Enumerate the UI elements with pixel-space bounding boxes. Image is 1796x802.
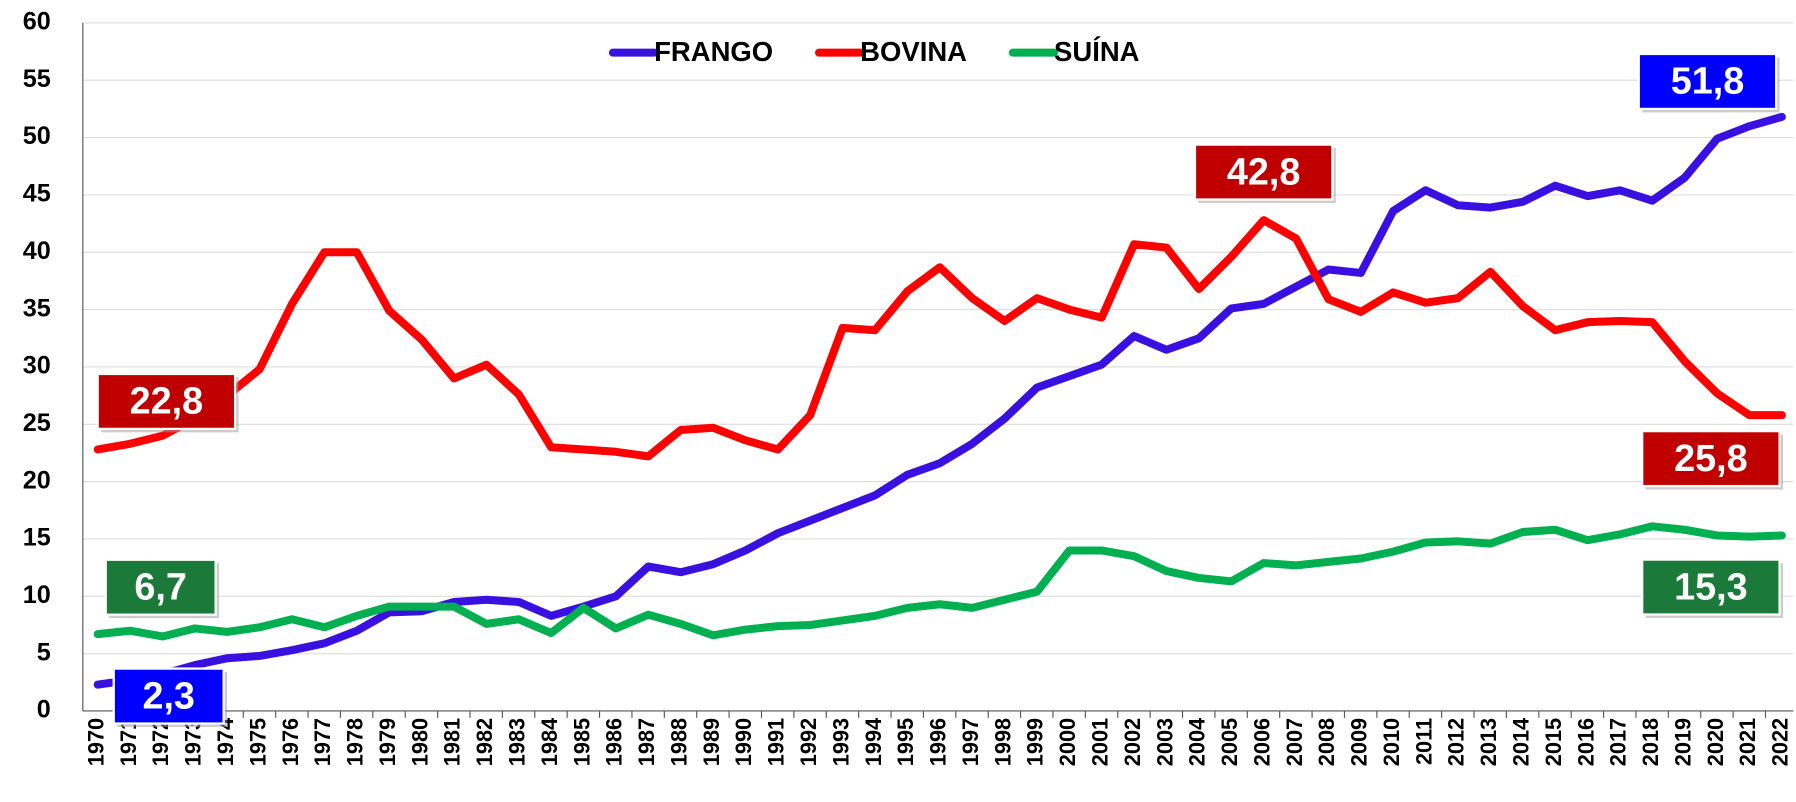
x-tick-label: 2010 xyxy=(1379,718,1404,766)
x-tick-label: 2011 xyxy=(1411,718,1436,765)
x-tick-label: 1998 xyxy=(990,718,1015,766)
x-tick-label: 1996 xyxy=(926,718,951,766)
x-tick-label: 2022 xyxy=(1768,718,1793,766)
y-tick-label: 60 xyxy=(23,8,51,36)
x-tick-label: 2021 xyxy=(1735,718,1760,766)
value-label-text: 15,3 xyxy=(1674,566,1748,608)
x-tick-label: 2004 xyxy=(1185,718,1210,766)
x-tick-label: 2006 xyxy=(1249,718,1274,766)
y-tick-label: 45 xyxy=(23,180,51,208)
value-label-box xyxy=(1641,429,1781,488)
x-tick-label: 1977 xyxy=(310,718,335,766)
x-tick-label: 2012 xyxy=(1444,718,1469,766)
x-tick-label: 1986 xyxy=(602,718,627,766)
value-label: 51,8 xyxy=(1637,52,1780,113)
value-label-box xyxy=(1641,558,1781,616)
y-tick-label: 35 xyxy=(23,294,51,322)
y-tick-label: 20 xyxy=(23,466,51,494)
x-tick-label: 1983 xyxy=(504,718,529,766)
x-tick-label: 1999 xyxy=(1023,718,1048,766)
x-tick-label: 2020 xyxy=(1703,718,1728,766)
x-tick-label: 1990 xyxy=(731,718,756,766)
value-label-text: 51,8 xyxy=(1671,61,1745,103)
value-label-text: 22,8 xyxy=(130,381,204,423)
x-tick-label: 2005 xyxy=(1217,718,1242,766)
value-label-text: 2,3 xyxy=(142,675,195,717)
x-tick-label: 2014 xyxy=(1509,718,1534,766)
x-tick-label: 2018 xyxy=(1638,718,1663,766)
x-tick-label: 1987 xyxy=(634,718,659,766)
x-tick-label: 1985 xyxy=(569,718,594,766)
x-tick-label: 2001 xyxy=(1087,718,1112,766)
value-label-box xyxy=(96,372,237,431)
value-label-box xyxy=(1193,143,1334,201)
x-tick-label: 1982 xyxy=(472,718,497,766)
y-tick-label: 0 xyxy=(37,696,51,724)
x-tick-label: 2013 xyxy=(1476,718,1501,766)
series-line xyxy=(93,112,1786,689)
x-tick-label: 2007 xyxy=(1282,718,1307,766)
x-tick-label: 1975 xyxy=(245,718,270,766)
x-tick-label: 1988 xyxy=(666,718,691,766)
x-tick-label: 1992 xyxy=(796,718,821,766)
y-tick-label: 40 xyxy=(23,237,51,265)
value-label: 25,8 xyxy=(1641,429,1784,490)
y-tick-label: 50 xyxy=(23,122,51,150)
x-tick-label: 2016 xyxy=(1573,718,1598,766)
legend-label: SUÍNA xyxy=(1054,36,1140,67)
x-tick-label: 1997 xyxy=(958,718,983,766)
series-line xyxy=(93,522,1786,641)
value-label: 42,8 xyxy=(1193,143,1336,203)
y-tick-label: 25 xyxy=(23,409,51,437)
y-tick-label: 10 xyxy=(23,581,51,609)
value-label-box xyxy=(104,558,217,616)
value-label: 22,8 xyxy=(96,372,239,433)
value-label: 6,7 xyxy=(104,558,220,619)
x-tick-label: 1980 xyxy=(407,718,432,766)
value-label-box xyxy=(1637,52,1778,111)
series-line xyxy=(93,216,1786,461)
legend-label: BOVINA xyxy=(860,36,967,67)
value-label-box xyxy=(112,667,225,725)
x-tick-label: 2019 xyxy=(1670,718,1695,766)
value-label: 2,3 xyxy=(112,667,228,727)
value-label: 15,3 xyxy=(1641,558,1784,618)
x-tick-label: 1976 xyxy=(278,718,303,766)
x-tick-label: 2000 xyxy=(1055,718,1080,766)
value-label-text: 42,8 xyxy=(1227,151,1301,193)
x-tick-label: 1995 xyxy=(893,718,918,766)
x-tick-label: 2003 xyxy=(1152,718,1177,766)
x-tick-label: 1994 xyxy=(861,718,886,766)
x-tick-label: 2002 xyxy=(1120,718,1145,766)
x-tick-label: 1984 xyxy=(537,718,562,766)
value-label-text: 25,8 xyxy=(1674,438,1748,480)
value-label-text: 6,7 xyxy=(134,566,187,608)
x-tick-label: 1978 xyxy=(343,718,368,766)
y-tick-label: 30 xyxy=(23,352,51,380)
y-tick-label: 55 xyxy=(23,65,51,93)
x-tick-label: 2015 xyxy=(1541,718,1566,766)
x-tick-label: 1993 xyxy=(828,718,853,766)
y-tick-label: 15 xyxy=(23,524,51,552)
x-tick-label: 1979 xyxy=(375,718,400,766)
x-tick-label: 1970 xyxy=(83,718,108,766)
y-tick-label: 5 xyxy=(37,638,51,666)
legend-label: FRANGO xyxy=(654,36,773,67)
x-tick-label: 2008 xyxy=(1314,718,1339,766)
x-tick-label: 2009 xyxy=(1347,718,1372,766)
x-tick-label: 1981 xyxy=(440,718,465,766)
x-tick-label: 1991 xyxy=(764,718,789,766)
x-tick-label: 2017 xyxy=(1606,718,1631,766)
x-tick-label: 1989 xyxy=(699,718,724,766)
